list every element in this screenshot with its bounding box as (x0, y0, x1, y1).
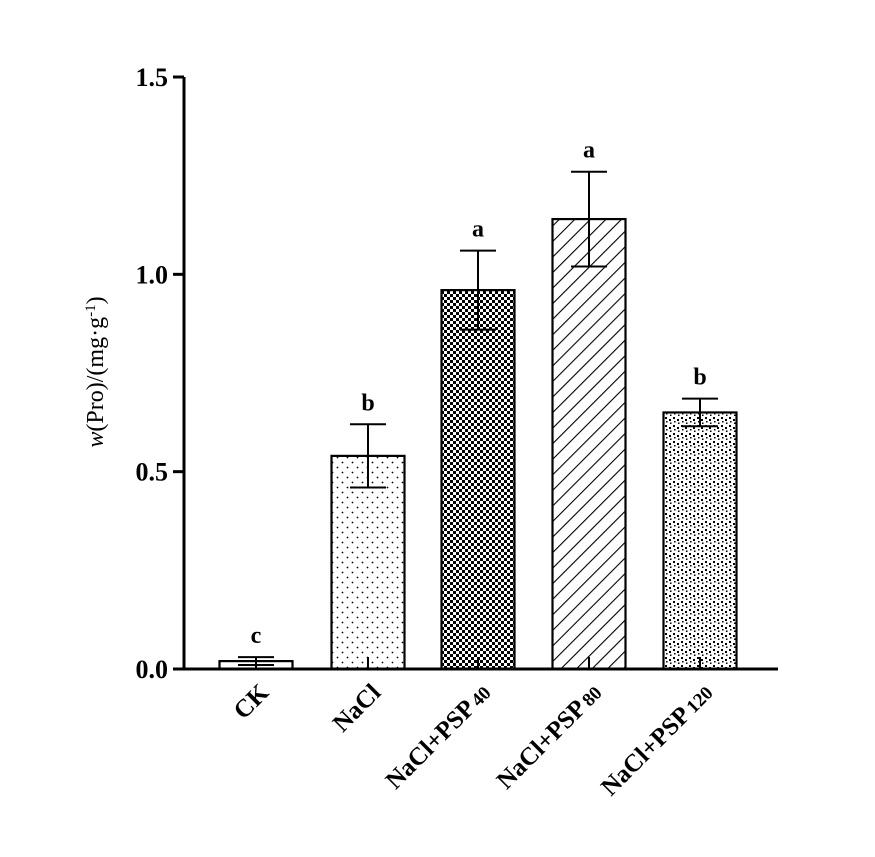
x-tick-label-base-4: NaCl+PSP (596, 701, 696, 801)
y-tick-label-3: 1.5 (136, 63, 169, 92)
svg-text:w(Pro)/(mg·g-1): w(Pro)/(mg·g-1) (83, 296, 109, 447)
x-tick-label-4: NaCl+PSP120 (596, 679, 718, 801)
bar-3 (551, 217, 627, 671)
significance-label-4: b (693, 365, 706, 391)
bar-1 (330, 454, 406, 671)
significance-label-1: b (361, 390, 374, 416)
x-tick-label-0: CK (229, 679, 275, 725)
x-tick-label-base-0: CK (229, 679, 275, 725)
x-tick-label-3: NaCl+PSP80 (492, 679, 607, 794)
y-tick-label-1: 0.5 (136, 458, 169, 487)
x-tick-label-1: NaCl (328, 679, 386, 737)
x-tick-label-base-3: NaCl+PSP (492, 695, 592, 795)
bar-4 (662, 411, 738, 671)
x-tick-label-base-2: NaCl+PSP (381, 695, 481, 795)
y-axis-label-close: ) (83, 296, 109, 304)
significance-label-3: a (583, 138, 595, 164)
significance-label-0: c (251, 623, 262, 649)
x-tick-label-2: NaCl+PSP40 (381, 679, 496, 794)
x-tick-label-base-1: NaCl (328, 679, 386, 737)
y-axis-label-text: (Pro)/(mg·g (83, 317, 109, 432)
y-tick-label-2: 1.0 (136, 260, 169, 289)
bar-2 (440, 289, 516, 671)
y-tick-label-0: 0.0 (136, 655, 169, 684)
y-axis-label-var: w (83, 432, 109, 448)
y-axis-label-sup: -1 (83, 304, 99, 317)
significance-label-2: a (472, 217, 484, 243)
y-axis-label: w(Pro)/(mg·g-1) (83, 296, 109, 447)
